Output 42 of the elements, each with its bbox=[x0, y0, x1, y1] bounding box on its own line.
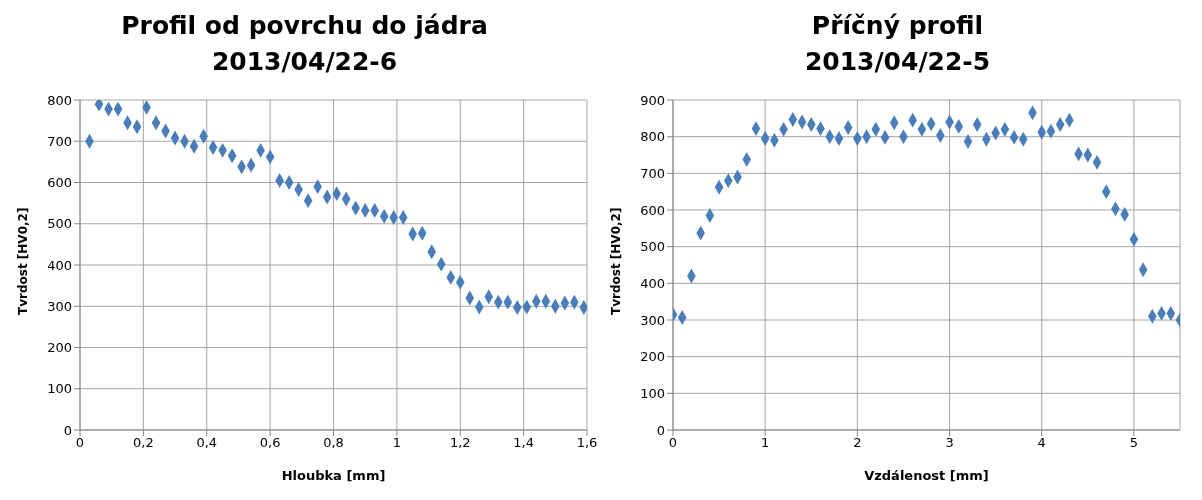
y-tick-label: 100 bbox=[47, 381, 72, 397]
chart-title: Příčný profil bbox=[810, 10, 985, 42]
chart-subtitle: 2013/04/22-5 bbox=[803, 46, 992, 78]
x-tick-label: 2 bbox=[853, 435, 862, 451]
x-tick-label: 0 bbox=[668, 435, 678, 451]
x-tick-label: 5 bbox=[1129, 435, 1139, 451]
y-tick-label: 800 bbox=[47, 92, 72, 108]
y-tick-label: 800 bbox=[640, 129, 665, 145]
y-tick-label: 400 bbox=[640, 275, 665, 291]
y-tick-label: 300 bbox=[47, 298, 72, 314]
x-axis-title: Hloubka [mm] bbox=[281, 468, 386, 483]
x-tick-label: 1 bbox=[761, 435, 770, 451]
y-tick-label: 100 bbox=[640, 385, 665, 401]
y-axis-title: Tvrdost [HV0,2] bbox=[16, 207, 31, 315]
y-tick-label: 500 bbox=[640, 239, 665, 255]
x-tick-label: 0 bbox=[75, 435, 85, 451]
x-tick-label: 1 bbox=[392, 435, 402, 451]
y-tick-label: 400 bbox=[47, 257, 72, 273]
x-tick-label: 0,8 bbox=[323, 435, 344, 451]
y-tick-label: 900 bbox=[640, 92, 665, 108]
y-tick-label: 700 bbox=[47, 133, 72, 149]
x-tick-label: 1,4 bbox=[513, 435, 534, 451]
x-tick-label: 3 bbox=[945, 435, 954, 451]
x-tick-label: 1,2 bbox=[449, 435, 471, 451]
x-axis-title: Vzdálenost [mm] bbox=[864, 468, 989, 483]
y-tick-label: 700 bbox=[640, 165, 665, 181]
y-tick-label: 0 bbox=[63, 422, 72, 438]
chart-subtitle: 2013/04/22-6 bbox=[210, 46, 399, 78]
y-tick-label: 500 bbox=[47, 216, 72, 232]
y-axis-title: Tvrdost [HV0,2] bbox=[609, 207, 624, 315]
y-tick-label: 300 bbox=[640, 312, 665, 328]
y-tick-label: 200 bbox=[640, 349, 665, 365]
y-tick-label: 200 bbox=[47, 340, 72, 356]
x-tick-label: 0,6 bbox=[259, 435, 281, 451]
y-tick-label: 0 bbox=[656, 422, 665, 438]
x-tick-label: 4 bbox=[1037, 435, 1046, 451]
y-tick-label: 600 bbox=[47, 175, 72, 191]
x-tick-label: 0,4 bbox=[196, 435, 218, 451]
y-tick-label: 600 bbox=[640, 202, 665, 218]
x-tick-label: 0,2 bbox=[133, 435, 154, 451]
chart-title: Profil od povrchu do jádra bbox=[120, 10, 489, 42]
x-tick-label: 1,6 bbox=[576, 435, 598, 451]
